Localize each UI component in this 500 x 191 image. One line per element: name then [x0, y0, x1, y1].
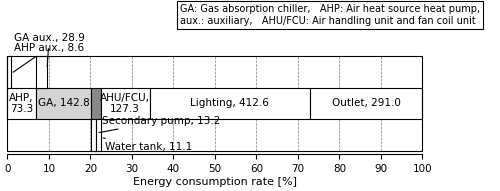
- Bar: [36, 88, 91, 119]
- Text: AHP,
73.3: AHP, 73.3: [10, 93, 34, 114]
- Text: Outlet, 291.0: Outlet, 291.0: [332, 99, 400, 108]
- Bar: [8, 88, 36, 119]
- Bar: [150, 88, 310, 119]
- X-axis label: Energy consumption rate [%]: Energy consumption rate [%]: [133, 177, 297, 187]
- Bar: [8, 56, 10, 88]
- Text: Secondary pump, 13.2: Secondary pump, 13.2: [99, 116, 221, 133]
- Bar: [310, 88, 422, 119]
- Bar: [91, 119, 96, 151]
- Bar: [100, 88, 150, 119]
- Text: GA: Gas absorption chiller,   AHP: Air heat source heat pump,
aux.: auxiliary,  : GA: Gas absorption chiller, AHP: Air hea…: [180, 4, 480, 26]
- Text: GA, 142.8: GA, 142.8: [38, 99, 90, 108]
- Bar: [36, 56, 47, 88]
- Text: Water tank, 11.1: Water tank, 11.1: [104, 138, 192, 152]
- Bar: [8, 56, 422, 151]
- Text: AHU/FCU,
127.3: AHU/FCU, 127.3: [100, 93, 150, 114]
- Bar: [96, 119, 100, 151]
- Text: AHP aux., 8.6: AHP aux., 8.6: [13, 43, 84, 72]
- Text: Lighting, 412.6: Lighting, 412.6: [190, 99, 269, 108]
- Text: GA aux., 28.9: GA aux., 28.9: [14, 33, 85, 67]
- Bar: [91, 88, 101, 119]
